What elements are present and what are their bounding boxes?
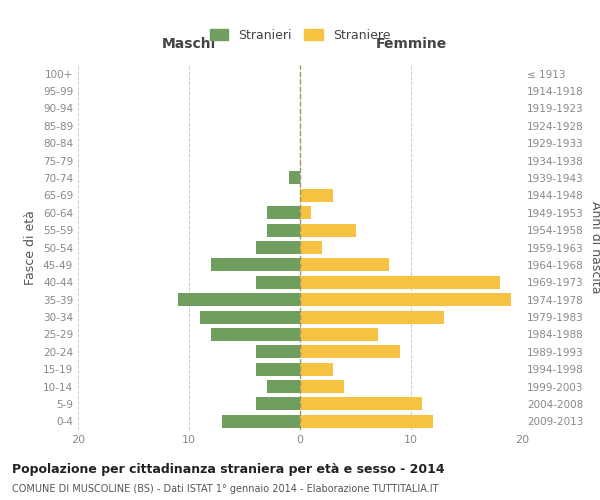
Text: Femmine: Femmine xyxy=(376,37,446,51)
Y-axis label: Fasce di età: Fasce di età xyxy=(25,210,37,285)
Bar xyxy=(300,293,511,306)
Text: Maschi: Maschi xyxy=(162,37,216,51)
Bar xyxy=(300,310,444,324)
Bar xyxy=(222,415,300,428)
Bar xyxy=(300,380,344,393)
Bar xyxy=(300,362,334,376)
Bar xyxy=(300,206,311,220)
Bar xyxy=(256,398,300,410)
Y-axis label: Anni di nascita: Anni di nascita xyxy=(589,201,600,294)
Bar xyxy=(266,206,300,220)
Text: COMUNE DI MUSCOLINE (BS) - Dati ISTAT 1° gennaio 2014 - Elaborazione TUTTITALIA.: COMUNE DI MUSCOLINE (BS) - Dati ISTAT 1°… xyxy=(12,484,439,494)
Bar xyxy=(300,224,355,236)
Bar xyxy=(211,258,300,272)
Bar xyxy=(300,241,322,254)
Bar xyxy=(300,276,500,289)
Bar xyxy=(256,362,300,376)
Bar xyxy=(300,189,334,202)
Bar xyxy=(211,328,300,341)
Bar xyxy=(266,224,300,236)
Bar xyxy=(289,172,300,184)
Bar xyxy=(256,241,300,254)
Bar xyxy=(266,380,300,393)
Bar xyxy=(256,276,300,289)
Bar xyxy=(300,415,433,428)
Bar xyxy=(300,346,400,358)
Legend: Stranieri, Straniere: Stranieri, Straniere xyxy=(205,24,395,47)
Text: Popolazione per cittadinanza straniera per età e sesso - 2014: Popolazione per cittadinanza straniera p… xyxy=(12,462,445,475)
Bar xyxy=(300,328,378,341)
Bar xyxy=(256,346,300,358)
Bar xyxy=(178,293,300,306)
Bar xyxy=(200,310,300,324)
Bar xyxy=(300,258,389,272)
Bar xyxy=(300,398,422,410)
